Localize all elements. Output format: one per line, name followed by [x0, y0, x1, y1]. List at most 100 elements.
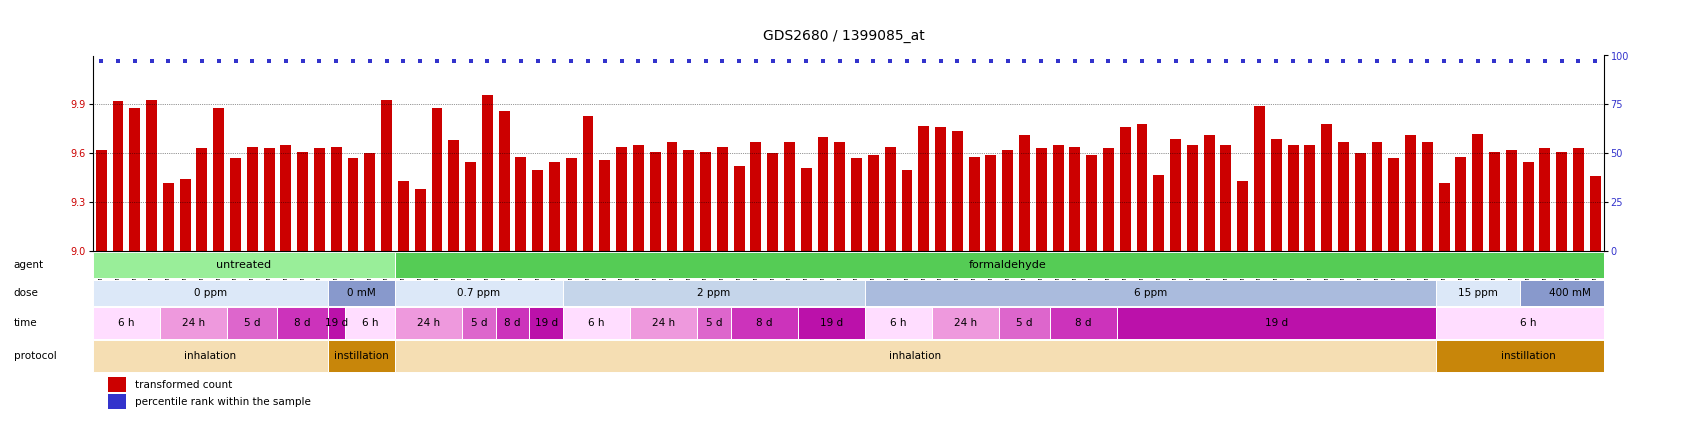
Bar — [1102, 148, 1114, 251]
Point — [424, 58, 451, 65]
Bar — [466, 162, 476, 251]
Point — [491, 58, 518, 65]
Bar — [684, 150, 694, 251]
Bar — [1355, 153, 1366, 251]
Bar — [398, 181, 408, 251]
Bar — [864, 308, 932, 339]
Point — [272, 58, 299, 65]
Point — [1011, 58, 1038, 65]
Bar — [1254, 106, 1264, 251]
Bar — [498, 111, 510, 251]
Point — [692, 58, 719, 65]
Bar — [481, 95, 493, 251]
Point — [1347, 58, 1374, 65]
Point — [1480, 58, 1507, 65]
Text: formaldehyde: formaldehyde — [969, 260, 1047, 270]
Point — [726, 58, 753, 65]
Point — [322, 58, 349, 65]
Bar — [999, 308, 1050, 339]
Point — [356, 58, 383, 65]
Bar — [817, 137, 829, 251]
Point — [608, 58, 635, 65]
Bar — [532, 170, 544, 251]
Point — [591, 58, 618, 65]
Bar — [108, 394, 127, 409]
Point — [876, 58, 903, 65]
Bar — [297, 152, 309, 251]
Point — [977, 58, 1004, 65]
Bar — [93, 340, 327, 372]
Point — [1415, 58, 1442, 65]
Point — [1565, 58, 1592, 65]
Text: 5 d: 5 d — [706, 318, 722, 328]
Bar — [1305, 145, 1315, 251]
Point — [540, 58, 567, 65]
Point — [1280, 58, 1307, 65]
Text: 6 h: 6 h — [361, 318, 378, 328]
Point — [1229, 58, 1256, 65]
Bar — [1036, 148, 1047, 251]
Bar — [1053, 145, 1063, 251]
Bar — [331, 147, 341, 251]
Bar — [213, 108, 225, 251]
Bar — [697, 308, 731, 339]
Point — [1447, 58, 1474, 65]
Text: 24 h: 24 h — [652, 318, 675, 328]
Bar — [932, 308, 999, 339]
Bar — [834, 142, 846, 251]
Point — [189, 58, 216, 65]
Point — [1178, 58, 1205, 65]
Text: 8 d: 8 d — [756, 318, 773, 328]
Bar — [246, 147, 258, 251]
Bar — [800, 168, 812, 251]
Bar — [395, 308, 463, 339]
Bar — [130, 108, 140, 251]
Bar — [1436, 340, 1620, 372]
Text: 6 ppm: 6 ppm — [1134, 288, 1166, 298]
Bar — [734, 166, 744, 251]
Point — [1330, 58, 1357, 65]
Bar — [717, 147, 728, 251]
Text: inhalation: inhalation — [184, 351, 236, 361]
Bar — [1085, 155, 1097, 251]
Bar — [1436, 280, 1519, 306]
Point — [138, 58, 165, 65]
Text: 19 d: 19 d — [535, 318, 557, 328]
Bar — [327, 308, 344, 339]
Bar — [96, 150, 106, 251]
Bar — [496, 308, 530, 339]
Bar — [395, 340, 1436, 372]
Point — [1398, 58, 1425, 65]
Bar — [667, 142, 677, 251]
Bar — [263, 148, 275, 251]
Text: 0.7 ppm: 0.7 ppm — [457, 288, 500, 298]
Point — [1079, 58, 1106, 65]
Text: 5 d: 5 d — [245, 318, 260, 328]
Point — [508, 58, 535, 65]
Bar — [562, 308, 630, 339]
Text: 8 d: 8 d — [294, 318, 311, 328]
Bar — [1119, 127, 1131, 251]
Bar — [1523, 162, 1533, 251]
Bar — [901, 170, 913, 251]
Point — [1364, 58, 1391, 65]
Point — [206, 58, 233, 65]
Bar — [515, 157, 527, 251]
Text: GDS2680 / 1399085_at: GDS2680 / 1399085_at — [763, 29, 925, 43]
Bar — [562, 280, 864, 306]
Bar — [93, 252, 395, 278]
Bar — [1372, 142, 1382, 251]
Bar — [582, 116, 594, 251]
Bar — [565, 158, 577, 251]
Text: 19 d: 19 d — [820, 318, 842, 328]
Point — [658, 58, 685, 65]
Point — [172, 58, 199, 65]
Text: 15 ppm: 15 ppm — [1458, 288, 1497, 298]
Bar — [1506, 150, 1518, 251]
Bar — [701, 152, 711, 251]
Point — [339, 58, 366, 65]
Bar — [630, 308, 697, 339]
Bar — [868, 155, 879, 251]
Bar — [415, 189, 425, 251]
Bar — [549, 162, 560, 251]
